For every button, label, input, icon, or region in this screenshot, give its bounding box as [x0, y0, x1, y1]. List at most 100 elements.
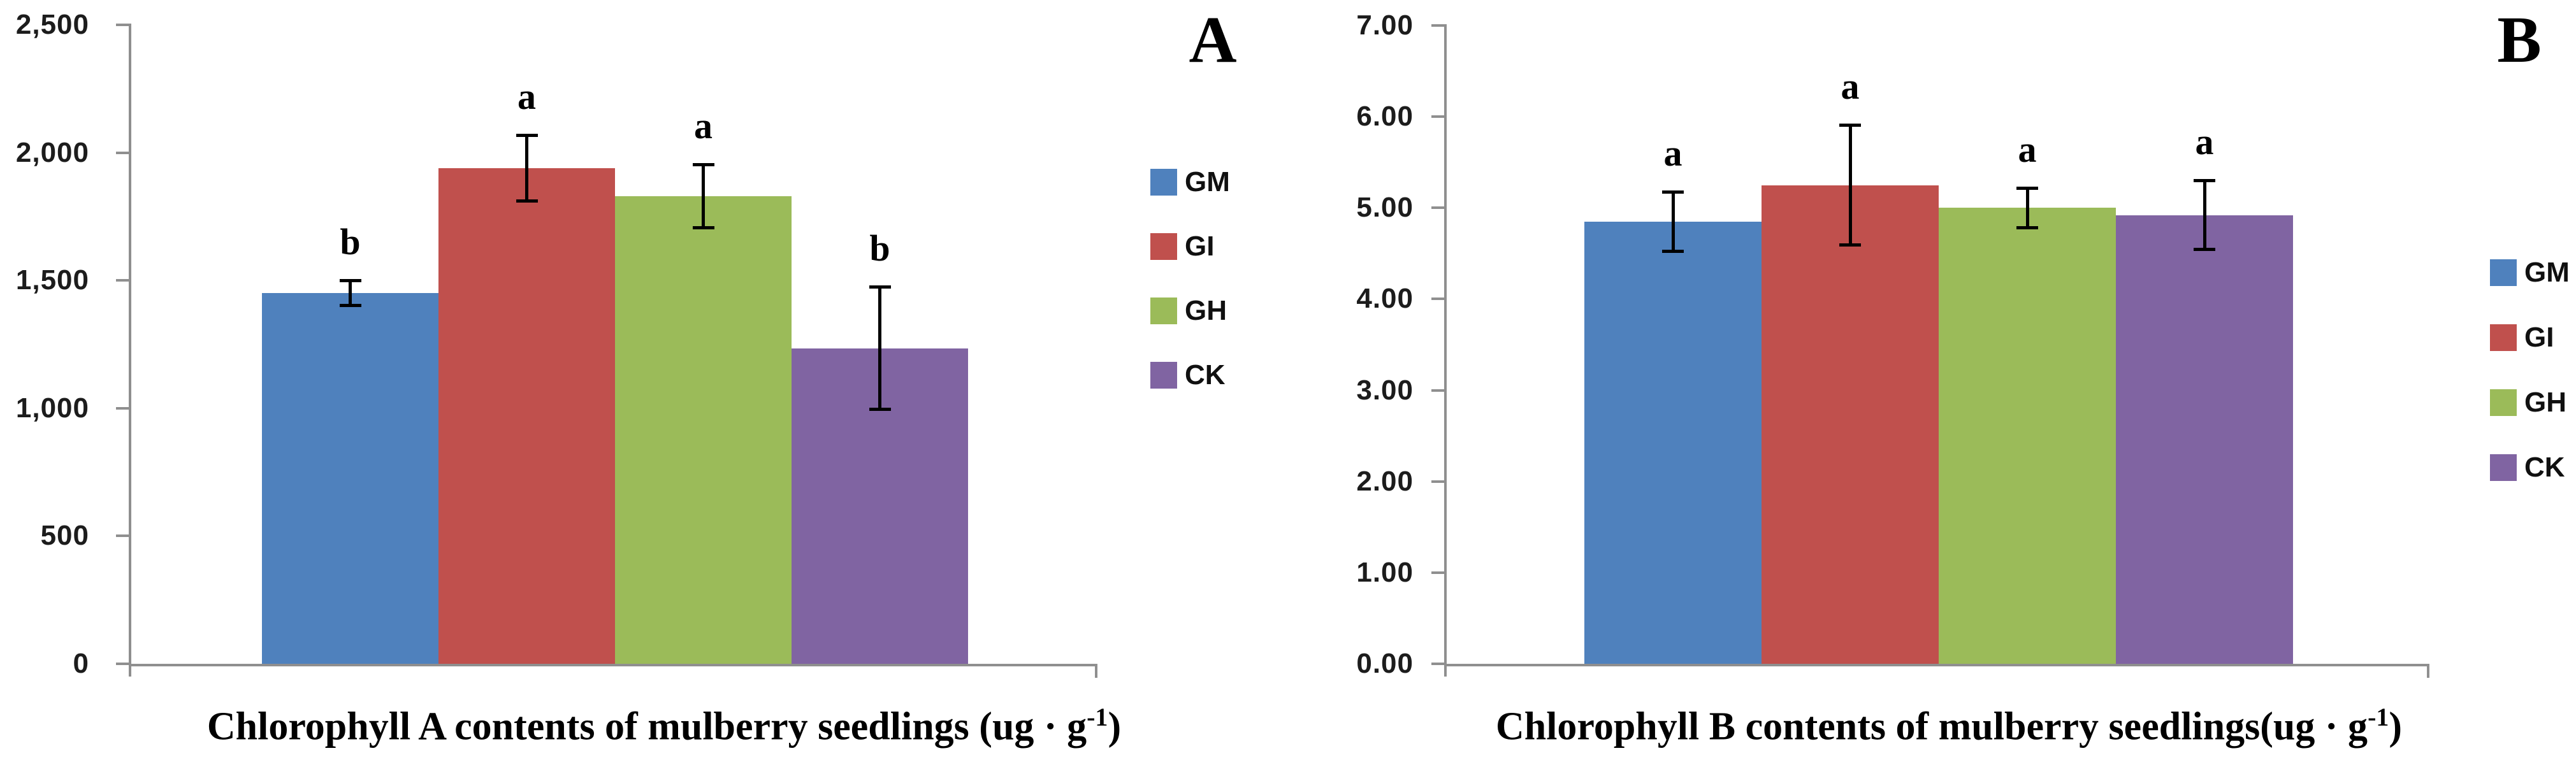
error-bar-cap-bottom	[2016, 226, 2038, 229]
x-axis-line	[129, 664, 1097, 666]
error-bar-cap-top	[516, 133, 538, 137]
y-tick-label: 3.00	[1356, 374, 1414, 406]
error-bar	[349, 280, 352, 306]
error-bar-cap-bottom	[1662, 249, 1684, 253]
y-axis-tick	[1431, 663, 1444, 665]
legend-label: GI	[1185, 231, 1215, 262]
y-axis-tick	[116, 24, 129, 26]
error-bar-cap-top	[339, 279, 361, 283]
y-tick-label: 1,000	[15, 392, 89, 424]
x-axis-title-superscript: -1	[1087, 703, 1108, 731]
legend-swatch-gm	[1150, 169, 1177, 196]
error-bar-cap-top	[1662, 190, 1684, 194]
x-axis-title-close: )	[1108, 705, 1122, 749]
y-tick-label: 4.00	[1356, 283, 1414, 315]
legend-label: CK	[2524, 452, 2565, 483]
y-tick-label: 1.00	[1356, 556, 1414, 588]
legend-label: GH	[2524, 387, 2566, 418]
error-bar	[1848, 125, 1852, 245]
y-tick-label: 6.00	[1356, 101, 1414, 133]
legend-label: CK	[1185, 359, 1226, 391]
y-axis-line	[129, 24, 131, 677]
error-bar-cap-bottom	[2194, 248, 2215, 252]
bar-gh	[1939, 208, 2116, 664]
y-axis-tick	[1431, 389, 1444, 392]
significance-letter: b	[869, 227, 890, 269]
y-axis-tick	[1431, 115, 1444, 118]
bar-gm	[1584, 221, 1762, 664]
x-axis-title-superscript: -1	[2368, 703, 2389, 731]
legend-swatch-ck	[1150, 362, 1177, 389]
legend-swatch-gm	[2490, 259, 2517, 286]
error-bar-cap-top	[692, 162, 714, 166]
significance-letter: a	[694, 104, 713, 147]
x-axis-title-close: )	[2389, 705, 2403, 749]
panel-label: B	[2497, 3, 2542, 76]
error-bar-cap-bottom	[869, 407, 891, 411]
bar-gm	[262, 293, 438, 664]
error-bar	[525, 134, 528, 201]
x-axis-title-text: Chlorophyll A contents of mulberry seedl…	[206, 705, 1087, 749]
y-tick-label: 0	[73, 648, 89, 679]
legend-swatch-gh	[1150, 298, 1177, 324]
legend-label: GM	[2524, 257, 2570, 288]
y-axis-tick	[116, 534, 129, 538]
y-axis-tick	[1431, 480, 1444, 483]
error-bar-cap-bottom	[692, 226, 714, 229]
y-tick-label: 2,000	[15, 136, 89, 168]
x-axis-line	[1444, 664, 2429, 666]
legend-label: GH	[1185, 295, 1227, 326]
error-bar-cap-top	[2016, 186, 2038, 190]
y-tick-label: 7.00	[1356, 10, 1414, 41]
y-axis-tick	[116, 151, 129, 154]
error-bar-cap-top	[869, 285, 891, 289]
legend-swatch-ck	[2490, 454, 2517, 481]
y-axis-tick	[1431, 24, 1444, 27]
bar-ck	[2116, 215, 2293, 664]
legend-swatch-gi	[2490, 324, 2517, 351]
error-bar	[2025, 187, 2029, 228]
legend-swatch-gi	[1150, 233, 1177, 260]
bar-gh	[615, 196, 792, 664]
y-tick-label: 500	[40, 520, 89, 552]
significance-letter: a	[1663, 132, 1682, 174]
significance-letter: a	[1841, 66, 1860, 108]
y-tick-label: 2.00	[1356, 465, 1414, 497]
significance-letter: b	[340, 221, 361, 263]
significance-letter: a	[2018, 128, 2037, 170]
panel-label: A	[1189, 3, 1237, 76]
y-axis-line	[1444, 24, 1447, 677]
error-bar-cap-top	[2194, 179, 2215, 183]
error-bar-cap-top	[1839, 124, 1861, 127]
error-bar-cap-bottom	[516, 199, 538, 203]
y-axis-tick	[1431, 298, 1444, 301]
error-bar-cap-bottom	[1839, 243, 1861, 247]
error-bar	[878, 287, 881, 410]
y-axis-tick	[116, 279, 129, 282]
bar-gi	[1762, 185, 1939, 664]
y-axis-tick	[1431, 206, 1444, 210]
error-bar	[702, 164, 705, 228]
error-bar	[2203, 180, 2206, 250]
error-bar	[1671, 191, 1675, 252]
y-axis-tick	[1431, 571, 1444, 574]
legend-swatch-gh	[2490, 389, 2517, 416]
x-axis-title: Chlorophyll A contents of mulberry seedl…	[103, 692, 1225, 752]
legend-label: GI	[2524, 322, 2554, 353]
y-tick-label: 5.00	[1356, 192, 1414, 224]
x-axis-title-text: Chlorophyll B contents of mulberry seedl…	[1495, 705, 2368, 749]
x-axis-end-tick	[2427, 664, 2429, 678]
y-tick-label: 0.00	[1356, 648, 1414, 679]
y-tick-label: 1,500	[15, 264, 89, 296]
x-axis-end-tick	[1095, 664, 1097, 678]
x-axis-title: Chlorophyll B contents of mulberry seedl…	[1388, 692, 2510, 752]
legend-label: GM	[1185, 166, 1230, 197]
y-tick-label: 2,500	[15, 9, 89, 40]
bar-gi	[438, 168, 615, 664]
significance-letter: a	[2195, 121, 2214, 163]
y-axis-tick	[116, 406, 129, 410]
y-axis-tick	[116, 663, 129, 665]
significance-letter: a	[517, 75, 536, 117]
error-bar-cap-bottom	[339, 304, 361, 308]
